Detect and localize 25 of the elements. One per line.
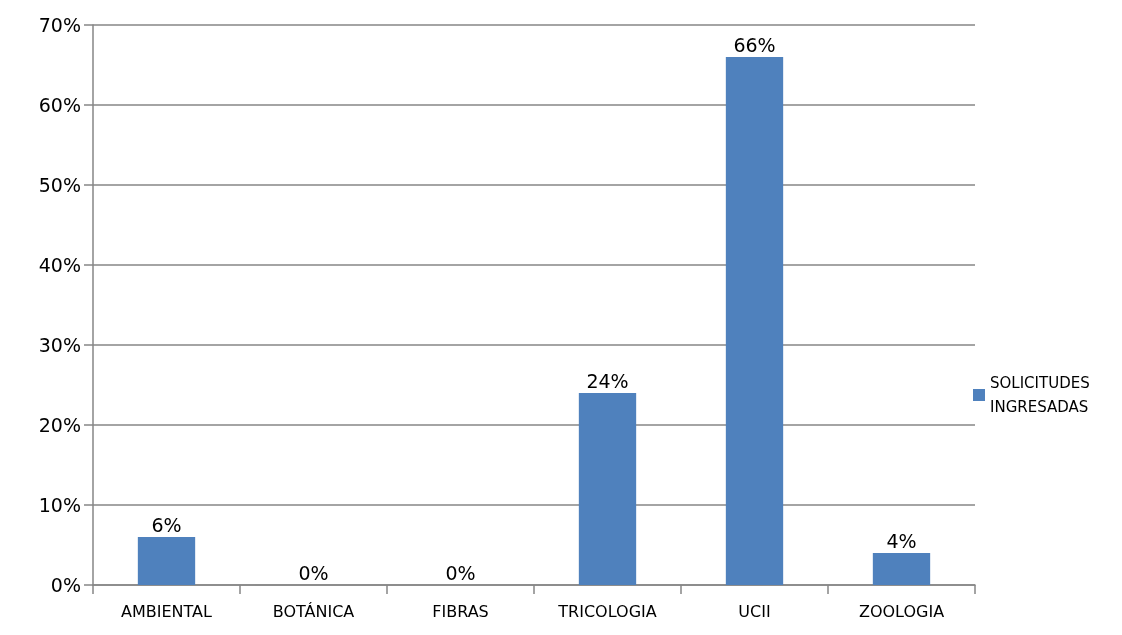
legend-label: SOLICITUDES INGRESADAS bbox=[990, 374, 1095, 416]
x-tick-label: ZOOLOGIA bbox=[858, 601, 945, 621]
x-tick-label: UCII bbox=[738, 601, 771, 621]
data-label: 4% bbox=[886, 529, 917, 552]
y-tick-label: 30% bbox=[38, 334, 81, 356]
data-label: 6% bbox=[151, 513, 182, 536]
bar bbox=[137, 537, 196, 585]
x-tick-label: FIBRAS bbox=[432, 601, 489, 621]
bar bbox=[872, 553, 931, 585]
bar bbox=[725, 57, 784, 585]
y-tick-label: 50% bbox=[38, 174, 81, 196]
x-tick-label: AMBIENTAL bbox=[121, 601, 213, 621]
data-label: 24% bbox=[586, 369, 629, 392]
x-tick-label: BOTÁNICA bbox=[272, 601, 355, 621]
data-label: 0% bbox=[298, 561, 329, 584]
y-tick-label: 60% bbox=[38, 94, 81, 116]
y-tick-label: 0% bbox=[50, 574, 81, 596]
y-tick-label: 70% bbox=[38, 14, 81, 36]
y-tick-label: 10% bbox=[38, 494, 81, 516]
y-tick-label: 20% bbox=[38, 414, 81, 436]
data-label: 0% bbox=[445, 561, 476, 584]
bar bbox=[578, 393, 637, 585]
data-label: 66% bbox=[733, 33, 776, 56]
x-tick-label: TRICOLOGIA bbox=[557, 601, 657, 621]
y-tick-label: 40% bbox=[38, 254, 81, 276]
